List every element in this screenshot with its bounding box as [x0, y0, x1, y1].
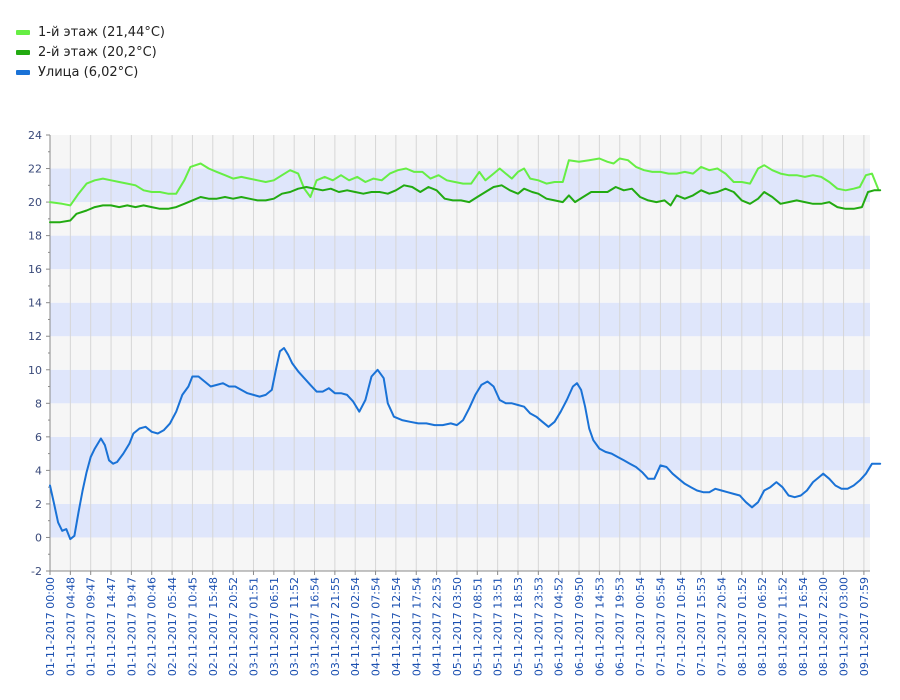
x-tick-label: 01-11-2017 19:47 — [125, 577, 138, 676]
x-tick-label: 04-11-2017 22:53 — [431, 577, 444, 676]
x-tick-label: 05-11-2017 23:53 — [532, 577, 545, 676]
x-tick-label: 01-11-2017 04:48 — [64, 577, 77, 676]
x-tick-label: 04-11-2017 12:54 — [390, 577, 403, 676]
x-tick-label: 02-11-2017 15:48 — [207, 577, 220, 676]
legend-item-floor2[interactable]: 2-й этаж (20,2°C) — [16, 42, 165, 62]
band-6 — [50, 403, 870, 437]
background-bands — [50, 135, 870, 571]
legend-swatch-floor2 — [16, 49, 30, 55]
x-tick-label: 07-11-2017 00:54 — [634, 577, 647, 676]
x-tick-label: 06-11-2017 09:50 — [573, 577, 586, 676]
x-tick-label: 08-11-2017 01:52 — [736, 577, 749, 676]
band-0 — [50, 503, 870, 538]
y-tick-label: 14 — [28, 297, 42, 310]
band--2 — [50, 537, 870, 571]
band-18 — [50, 202, 870, 236]
y-tick-label: 2 — [35, 498, 42, 511]
band-8 — [50, 369, 870, 404]
x-tick-label: 03-11-2017 06:51 — [268, 577, 281, 676]
x-tick-label: 05-11-2017 08:51 — [471, 577, 484, 676]
x-tick-label: 08-11-2017 11:52 — [777, 577, 790, 676]
y-tick-label: 10 — [28, 364, 42, 377]
band-14 — [50, 269, 870, 303]
x-tick-label: 07-11-2017 15:53 — [695, 577, 708, 676]
x-tick-label: 08-11-2017 22:00 — [817, 577, 830, 676]
x-tick-label: 03-11-2017 21:55 — [329, 577, 342, 676]
legend-item-floor1[interactable]: 1-й этаж (21,44°C) — [16, 22, 165, 42]
x-tick-label: 09-11-2017 07:59 — [858, 577, 871, 676]
series-line-2 — [49, 347, 882, 541]
series-lines — [49, 157, 882, 541]
y-tick-label: 20 — [28, 196, 42, 209]
band-2 — [50, 470, 870, 504]
x-axis-ticks: 01-11-2017 00:00 01-11-2017 04:48 01-11-20… — [44, 571, 871, 676]
legend-item-street[interactable]: Улица (6,02°C) — [16, 62, 165, 82]
x-tick-label: 05-11-2017 18:53 — [512, 577, 525, 676]
x-tick-label: 06-11-2017 19:53 — [614, 577, 627, 676]
legend-swatch-floor1 — [16, 29, 30, 35]
x-tick-label: 02-11-2017 20:52 — [227, 577, 240, 676]
band-16 — [50, 235, 870, 270]
x-tick-label: 04-11-2017 17:54 — [410, 577, 423, 676]
x-tick-label: 07-11-2017 20:54 — [715, 577, 728, 676]
x-tick-label: 02-11-2017 00:46 — [146, 577, 159, 676]
x-tick-label: 03-11-2017 01:51 — [247, 577, 260, 676]
series-line-0 — [49, 157, 880, 207]
legend-label-floor2: 2-й этаж (20,2°C) — [38, 44, 157, 60]
legend: 1-й этаж (21,44°C) 2-й этаж (20,2°C) Ули… — [16, 22, 165, 82]
x-tick-label: 02-11-2017 10:45 — [186, 577, 199, 676]
x-tick-label: 08-11-2017 06:52 — [756, 577, 769, 676]
y-tick-label: 6 — [35, 431, 42, 444]
x-tick-label: 01-11-2017 14:47 — [105, 577, 118, 676]
band-12 — [50, 302, 870, 337]
x-tick-label: 03-11-2017 11:52 — [288, 577, 301, 676]
x-tick-label: 05-11-2017 13:51 — [492, 577, 505, 676]
y-tick-label: 0 — [35, 531, 42, 544]
legend-swatch-street — [16, 69, 30, 75]
x-tick-label: 07-11-2017 05:54 — [654, 577, 667, 676]
y-tick-label: 4 — [35, 464, 42, 477]
legend-label-floor1: 1-й этаж (21,44°C) — [38, 24, 165, 40]
x-tick-label: 01-11-2017 09:47 — [85, 577, 98, 676]
y-tick-label: -2 — [31, 565, 42, 578]
x-tick-label: 09-11-2017 03:00 — [838, 577, 851, 676]
x-tick-label: 01-11-2017 00:00 — [44, 577, 57, 676]
band-4 — [50, 436, 870, 471]
x-tick-label: 03-11-2017 16:54 — [309, 577, 322, 676]
y-tick-label: 8 — [35, 397, 42, 410]
x-tick-label: 06-11-2017 04:52 — [553, 577, 566, 676]
band-10 — [50, 336, 870, 370]
series-line-1 — [49, 184, 882, 224]
band-20 — [50, 168, 870, 203]
y-tick-label: 12 — [28, 330, 42, 343]
x-tick-label: 06-11-2017 14:53 — [593, 577, 606, 676]
x-tick-label: 07-11-2017 10:54 — [675, 577, 688, 676]
legend-label-street: Улица (6,02°C) — [38, 64, 139, 80]
x-tick-label: 05-11-2017 03:50 — [451, 577, 464, 676]
x-tick-label: 02-11-2017 05:44 — [166, 577, 179, 676]
y-tick-label: 16 — [28, 263, 42, 276]
x-tick-label: 04-11-2017 02:54 — [349, 577, 362, 676]
x-tick-label: 04-11-2017 07:54 — [370, 577, 383, 676]
y-tick-label: 18 — [28, 230, 42, 243]
band-22 — [50, 135, 870, 169]
x-tick-label: 08-11-2017 16:54 — [797, 577, 810, 676]
y-tick-label: 24 — [28, 129, 42, 142]
y-tick-label: 22 — [28, 163, 42, 176]
